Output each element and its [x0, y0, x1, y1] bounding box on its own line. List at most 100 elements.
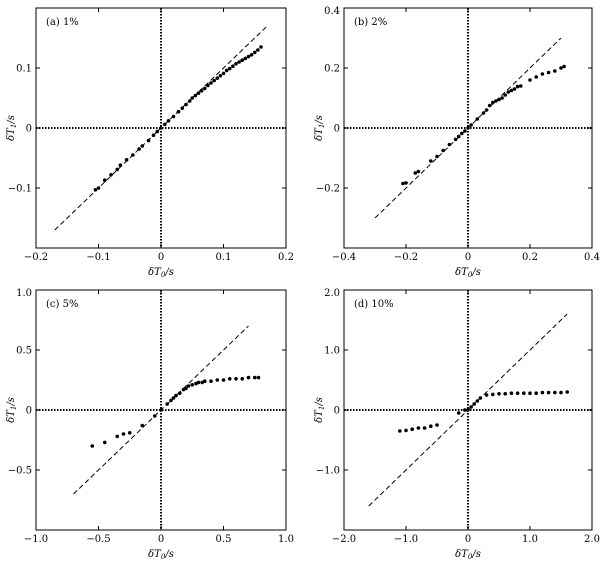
- data-point: [146, 138, 151, 143]
- y-axis-label: δT1/s: [314, 397, 326, 423]
- data-point: [466, 408, 470, 412]
- data-point: [124, 158, 129, 162]
- data-point: [109, 173, 113, 177]
- data-point: [131, 153, 135, 157]
- y-tick-label: −0.2: [316, 184, 340, 195]
- data-point: [463, 408, 467, 412]
- data-point: [193, 93, 198, 98]
- chart-panel-1: −0.2 −0.1 0 0.1 0.2 −0.1 0 0.1 (a) 1% δT0/s δT1/s: [6, 7, 294, 279]
- x-tick-label: 0.4: [584, 252, 600, 263]
- data-point: [127, 431, 132, 435]
- data-point: [478, 396, 483, 400]
- data-point: [159, 126, 163, 130]
- data-point: [199, 89, 204, 93]
- data-point: [249, 53, 254, 57]
- data-point: [546, 70, 551, 75]
- data-point: [152, 414, 157, 418]
- data-point: [456, 134, 461, 139]
- data-point: [540, 390, 545, 395]
- data-point: [472, 402, 477, 406]
- data-point: [546, 390, 551, 395]
- data-point: [512, 87, 517, 91]
- x-tick-label: −0.4: [332, 252, 356, 263]
- data-point: [252, 375, 257, 380]
- data-point: [497, 97, 501, 102]
- panel-label: (d) 10%: [354, 299, 394, 310]
- data-point: [246, 375, 251, 380]
- data-point: [90, 444, 95, 448]
- data-point: [528, 391, 532, 396]
- y-tick-label: −0.1: [8, 184, 32, 195]
- data-point: [162, 122, 167, 127]
- data-point: [475, 399, 480, 403]
- y-tick-label: 1.0: [16, 288, 32, 299]
- data-point: [234, 377, 238, 381]
- data-point: [171, 396, 176, 400]
- x-tick-label: 1.0: [278, 534, 294, 545]
- data-point: [137, 147, 141, 151]
- data-point: [491, 100, 495, 105]
- data-point: [240, 58, 245, 62]
- x-tick-label: 0: [158, 252, 164, 263]
- x-tick-label: −0.2: [394, 252, 418, 263]
- data-point: [506, 90, 511, 94]
- data-point: [435, 154, 439, 159]
- data-point: [212, 78, 216, 83]
- chart-panel-4: −2.0 −1.0 0 1.0 2.0 −1.0 0 1.0 2.0 (d) 10% δT0/s δT…: [314, 288, 600, 561]
- y-tick-label: −1.0: [316, 466, 340, 477]
- x-tick-label: −0.2: [24, 252, 48, 263]
- data-point: [534, 75, 538, 79]
- data-point: [184, 102, 188, 107]
- data-point: [202, 86, 207, 91]
- data-point: [190, 383, 195, 387]
- data-point: [256, 375, 261, 380]
- y-tick-label: 0.1: [16, 64, 32, 75]
- x-tick-label: −1.0: [394, 534, 418, 545]
- data-point: [115, 434, 120, 439]
- data-point: [96, 186, 101, 190]
- data-point: [176, 110, 181, 114]
- data-point: [246, 54, 251, 59]
- y-tick-label: 2.0: [324, 288, 340, 299]
- data-point: [540, 72, 545, 76]
- data-point: [559, 66, 563, 70]
- x-tick-label: 0: [465, 252, 471, 263]
- y-tick-label: 0.4: [324, 6, 340, 17]
- data-point: [410, 427, 415, 432]
- y-tick-label: 0.5: [16, 346, 32, 357]
- data-point: [234, 62, 238, 66]
- data-point: [256, 48, 260, 52]
- data-point: [252, 50, 257, 55]
- data-point: [466, 126, 470, 130]
- data-point: [528, 78, 532, 82]
- y-tick-label: 0: [26, 406, 32, 417]
- data-point: [171, 114, 176, 119]
- data-point: [484, 393, 489, 397]
- y-tick-label: −0.5: [8, 466, 32, 477]
- data-point: [237, 60, 241, 64]
- data-point: [447, 142, 452, 147]
- panel-label: (b) 2%: [354, 17, 387, 28]
- data-point: [413, 171, 418, 175]
- data-point: [497, 392, 501, 396]
- data-point: [159, 408, 163, 412]
- y-axis-label: δT1/s: [6, 397, 18, 423]
- x-tick-label: 1.0: [522, 534, 538, 545]
- data-point: [429, 424, 433, 429]
- x-tick-label: 0.2: [278, 252, 294, 263]
- data-point: [243, 56, 248, 61]
- x-axis-label: δT0/s: [455, 549, 481, 561]
- data-point: [93, 188, 98, 192]
- data-point: [102, 178, 107, 182]
- data-point: [140, 144, 145, 148]
- data-point: [404, 181, 408, 185]
- data-point: [398, 429, 402, 433]
- data-point: [231, 64, 235, 68]
- data-point: [240, 377, 245, 381]
- data-point: [509, 391, 514, 396]
- data-point: [562, 64, 566, 69]
- data-point: [215, 378, 220, 382]
- data-point: [215, 76, 220, 80]
- data-point: [186, 384, 191, 388]
